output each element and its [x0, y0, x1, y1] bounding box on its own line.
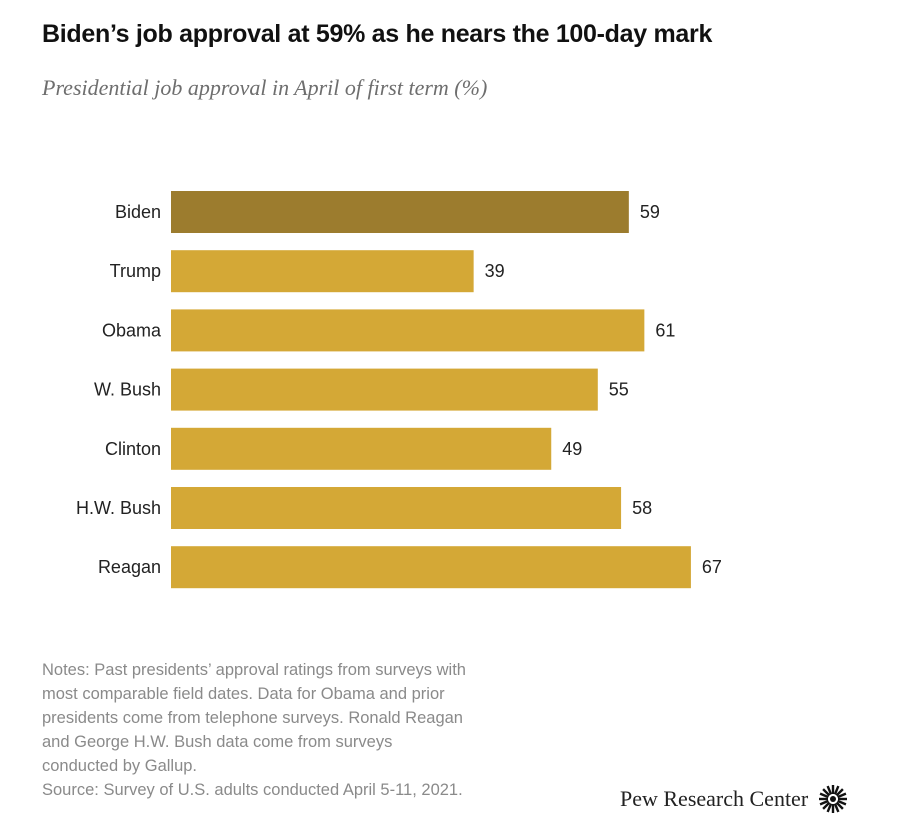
brand-logo: Pew Research Center: [620, 784, 848, 814]
notes: Notes: Past presidents’ approval ratings…: [42, 658, 582, 802]
chart-title: Biden’s job approval at 59% as he nears …: [42, 20, 713, 48]
value-label: 55: [609, 380, 629, 400]
category-label: Trump: [110, 261, 161, 281]
value-label: 61: [655, 320, 675, 340]
value-label: 59: [640, 202, 660, 222]
bar-clinton: [171, 427, 552, 470]
bar-obama: [171, 309, 645, 352]
category-label: H.W. Bush: [76, 498, 161, 518]
bar-w-bush: [171, 368, 598, 411]
value-label: 49: [562, 439, 582, 459]
value-label: 39: [485, 261, 505, 281]
bar-reagan: [171, 546, 691, 589]
bar-trump: [171, 250, 474, 293]
source-line: Source: Survey of U.S. adults conducted …: [42, 781, 463, 799]
value-label: 67: [702, 557, 722, 577]
note-line: most comparable field dates. Data for Ob…: [42, 685, 445, 703]
note-line: Notes: Past presidents’ approval ratings…: [42, 661, 466, 679]
note-line: and George H.W. Bush data come from surv…: [42, 733, 393, 751]
note-line: conducted by Gallup.: [42, 757, 198, 775]
bar-chart: Biden 59 Trump 39 Obama 61 W. Bush 55 Clinton 49 H…: [76, 191, 722, 589]
category-label: Obama: [102, 320, 162, 340]
category-label: W. Bush: [94, 380, 161, 400]
bar-h-w-bush: [171, 487, 622, 529]
category-label: Reagan: [98, 557, 161, 577]
brand-name: Pew Research Center: [620, 786, 809, 811]
bar-biden: [171, 191, 629, 233]
category-label: Clinton: [105, 439, 161, 459]
category-label: Biden: [115, 202, 161, 222]
value-label: 58: [632, 498, 652, 518]
chart-subtitle: Presidential job approval in April of fi…: [42, 75, 488, 100]
pew-sunburst-icon: [819, 785, 848, 813]
note-line: presidents come from telephone surveys. …: [42, 709, 463, 727]
